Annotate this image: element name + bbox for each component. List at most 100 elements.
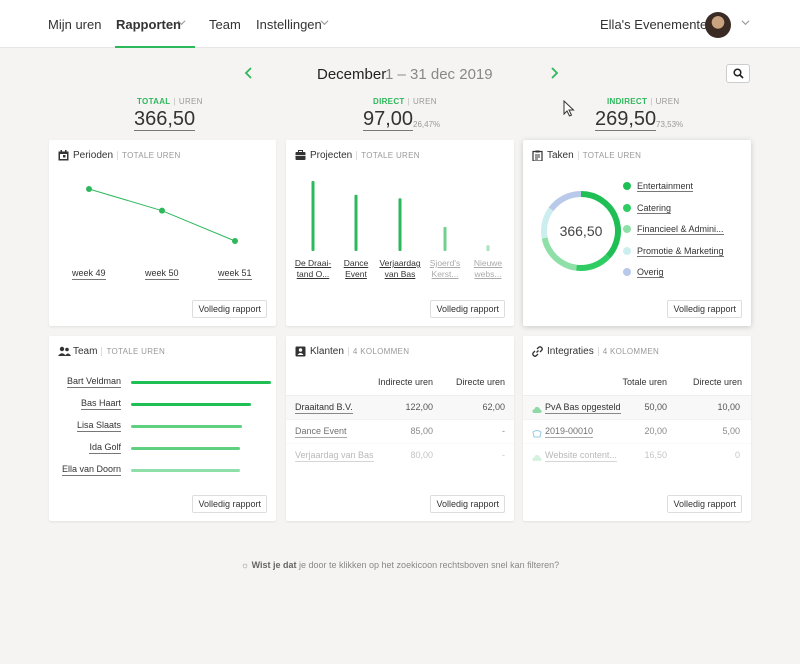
x-tick-label[interactable]: week 50 [145,268,179,280]
x-tick-label[interactable]: week 51 [218,268,252,280]
donut-slice[interactable] [575,254,611,271]
search-button[interactable] [726,64,750,83]
team-member-name[interactable]: Lisa Slaats [76,420,121,432]
full-report-button[interactable]: Volledig rapport [430,300,505,318]
stat-unit: UREN [412,97,437,106]
full-report-button[interactable]: Volledig rapport [192,495,267,513]
stat-unit: UREN [178,97,203,106]
card-subtitle: 4 KOLOMMEN [347,347,410,356]
full-report-button[interactable]: Volledig rapport [667,300,742,318]
x-tick-label[interactable]: Nieuwe webs... [466,258,510,280]
previous-period-arrow-icon[interactable] [242,66,256,80]
chevron-down-icon[interactable] [741,18,750,27]
card-subtitle: TOTALE UREN [356,151,420,160]
row-name[interactable]: Draaitand B.V. [295,402,353,414]
tip-text: ☼ Wist je dat je door te klikken op het … [0,560,800,570]
row-name[interactable]: PvA Bas opgesteld [545,402,621,414]
card-subtitle: TOTALE UREN [101,347,166,356]
legend-item[interactable]: Catering [623,202,672,214]
data-point[interactable] [86,186,92,192]
card-subtitle: 4 KOLOMMEN [597,347,660,356]
bar[interactable] [311,181,315,251]
donut-slice[interactable] [541,237,577,271]
legend-item[interactable]: Promotie & Marketing [623,245,724,257]
team-bar[interactable] [131,425,242,428]
legend-dot [623,268,631,276]
card-subtitle: TOTALE UREN [117,151,181,160]
donut-slice[interactable] [548,191,581,212]
card-taken: Taken TOTALE UREN 366,50 Entertainment Cat… [523,140,751,326]
team-bar[interactable] [131,403,252,406]
table-row[interactable]: 2019-00010 20,00 5,00 [523,419,751,443]
users-icon [58,346,71,356]
chevron-down-icon[interactable] [320,18,329,27]
contact-card-icon [295,346,306,357]
series-line [88,188,236,242]
full-report-button[interactable]: Volledig rapport [192,300,267,318]
tip-bold: Wist je dat [251,560,297,570]
card-title-text: Perioden [73,150,114,161]
nav-team[interactable]: Team [209,17,241,32]
stat-direct-value[interactable]: 97,00 [363,108,414,131]
team-bar[interactable] [131,447,241,450]
next-period-arrow-icon[interactable] [547,66,561,80]
legend-item[interactable]: Overig [623,267,664,278]
top-navigation: Mijn uren Rapporten Team Instellingen El… [0,0,800,48]
x-tick-label-line: Verjaardag [379,258,421,268]
bar[interactable] [398,198,402,251]
x-tick-label-line: De Draai- [294,258,332,268]
team-member-name[interactable]: Ida Golf [89,442,121,454]
x-tick-label[interactable]: Verjaardag van Bas [378,258,422,280]
data-point[interactable] [159,207,165,214]
column-header[interactable]: Totale uren [622,377,667,387]
chevron-down-icon[interactable] [177,18,186,27]
x-tick-label[interactable]: Dance Event [334,258,378,280]
card-integraties: Integraties 4 KOLOMMEN Totale uren Direct… [523,336,751,521]
bar[interactable] [443,226,447,251]
legend-item[interactable]: Entertainment [623,181,694,192]
tasks-donut-chart [541,191,621,271]
card-title: Team TOTALE UREN [73,346,166,357]
row-name[interactable]: Dance Event [295,426,347,438]
team-bar[interactable] [131,381,271,384]
data-point[interactable] [232,238,238,244]
x-tick-label[interactable]: De Draai-tand O... [291,258,335,280]
team-member-name[interactable]: Ella van Doorn [61,464,121,476]
stat-total-value[interactable]: 366,50 [134,108,196,131]
row-name[interactable]: Verjaardag van Bas [295,450,374,462]
row-name[interactable]: Website content... [545,450,617,462]
account-name[interactable]: Ella's Evenemente... [600,17,719,32]
donut-slice[interactable] [581,191,621,259]
full-report-button[interactable]: Volledig rapport [430,495,505,513]
row-name[interactable]: 2019-00010 [545,426,594,438]
x-tick-label[interactable]: week 49 [72,268,106,280]
row-value: 20,00 [644,426,667,436]
card-klanten: Klanten 4 KOLOMMEN Indirecte uren Directe… [286,336,514,521]
nav-rapporten[interactable]: Rapporten [116,17,181,32]
bar[interactable] [354,194,358,251]
card-title-text: Integraties [547,346,594,357]
legend-item[interactable]: Financieel & Admini... [623,224,724,235]
team-bar[interactable] [131,469,241,472]
nav-instellingen[interactable]: Instellingen [256,17,322,32]
team-member-name[interactable]: Bas Haart [80,398,121,410]
full-report-button[interactable]: Volledig rapport [667,495,742,513]
table-row[interactable]: Verjaardag van Bas 80,00 - [286,443,514,467]
legend-dot [623,203,631,212]
x-tick-label[interactable]: Sjoerd's Kerst... [423,258,467,280]
table-row[interactable]: Website content... 16,50 0 [523,443,751,467]
column-header[interactable]: Directe uren [455,377,505,387]
table-row[interactable]: Draaitand B.V. 122,00 62,00 [286,395,514,419]
table-row[interactable]: PvA Bas opgesteld 50,00 10,00 [523,395,751,419]
cloud-icon [532,403,542,413]
donut-slice[interactable] [541,207,554,239]
team-member-name[interactable]: Bart Veldman [66,376,121,388]
stat-indirect-value[interactable]: 269,50 [595,108,657,131]
nav-mijn-uren[interactable]: Mijn uren [48,17,102,32]
bar[interactable] [486,245,490,251]
column-header[interactable]: Indirecte uren [377,377,433,387]
column-header[interactable]: Directe uren [692,377,742,387]
donut-center-value: 366,50 [559,223,603,239]
table-row[interactable]: Dance Event 85,00 - [286,419,514,443]
avatar[interactable] [705,12,731,38]
